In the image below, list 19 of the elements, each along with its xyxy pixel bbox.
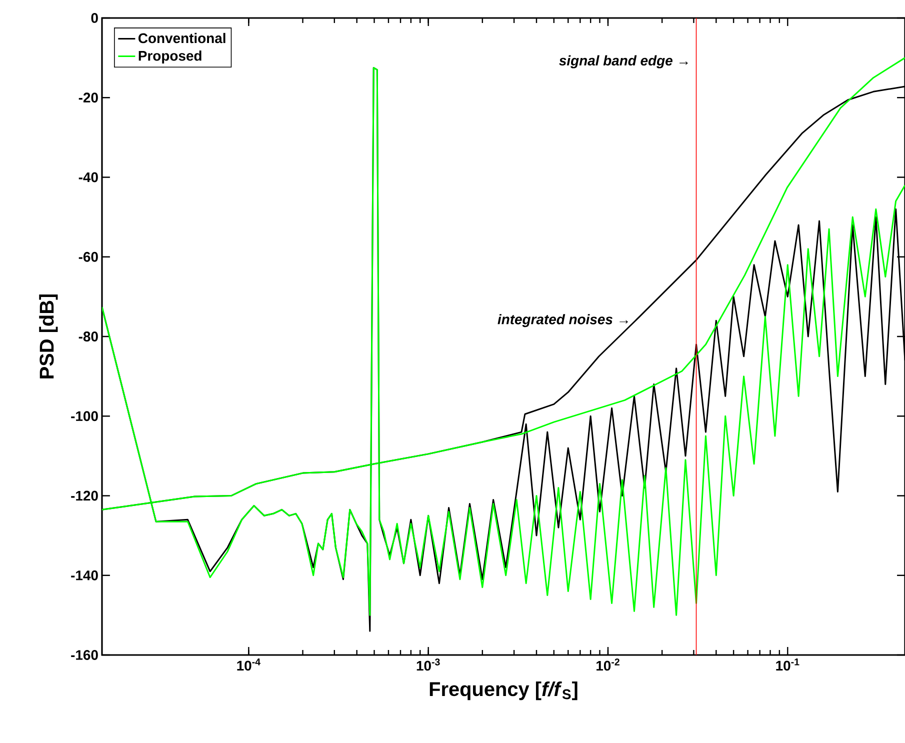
x-tick-label: 10$^{-3}$ [416,658,440,671]
y-tick-label: -120 [71,490,98,501]
y-tick-label: -20 [78,92,98,103]
annotation: signal band edge → [559,55,688,68]
y-tick-label: -40 [78,172,98,182]
annotation: integrated noises → [498,314,628,328]
y-tick-label: 0 [91,13,98,23]
y-tick-label: -60 [78,252,98,262]
x-tick-label: 10$^{-2}$ [596,658,620,671]
legend-label: Conventional [138,32,226,44]
y-tick-label: -100 [71,411,98,422]
y-tick-label: -80 [78,332,98,342]
y-tick-label: -160 [71,650,98,660]
y-axis-title: PSD [dB] [39,294,58,378]
y-tick-label: -140 [71,570,98,580]
x-tick-label: 10$^{-4}$ [237,658,260,671]
x-axis-title: Frequency [f/f$_{S}$] [430,682,578,700]
x-tick-label: 10$^{-1}$ [776,658,800,671]
legend-label: Proposed [138,50,202,64]
